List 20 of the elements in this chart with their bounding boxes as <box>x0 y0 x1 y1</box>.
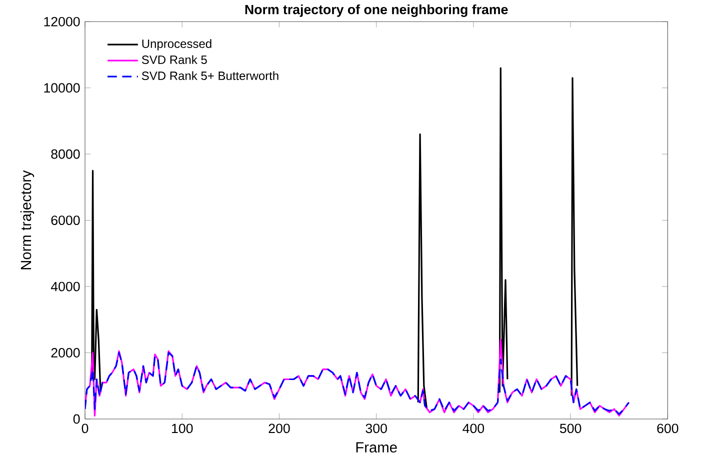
y-tick-label: 4000 <box>50 282 80 292</box>
x-axis-title: Frame <box>356 442 397 453</box>
chart-title: Norm trajectory of one neighboring frame <box>245 4 508 17</box>
x-tick-label: 300 <box>366 424 387 434</box>
y-tick-label: 2000 <box>51 348 80 358</box>
x-tick-label: 0 <box>82 424 88 434</box>
y-tick-label: 10000 <box>44 83 80 93</box>
x-tick-label: 400 <box>462 424 484 434</box>
legend-label: SVD Rank 5 <box>142 55 207 64</box>
y-tick-label: 8000 <box>51 149 80 159</box>
y-axis-title: Norm trajectory <box>20 170 34 270</box>
x-tick-label: 200 <box>268 424 290 434</box>
y-tick-label: 0 <box>73 414 80 424</box>
x-tick-label: 600 <box>657 424 678 434</box>
x-tick-label: 100 <box>172 424 193 434</box>
x-tick-label: 500 <box>560 424 582 434</box>
legend-label: Unprocessed <box>142 39 212 50</box>
y-tick-label: 6000 <box>51 216 80 226</box>
y-tick-label: 12000 <box>44 16 80 26</box>
legend-label: SVD Rank 5+ Butterworth <box>142 71 278 80</box>
